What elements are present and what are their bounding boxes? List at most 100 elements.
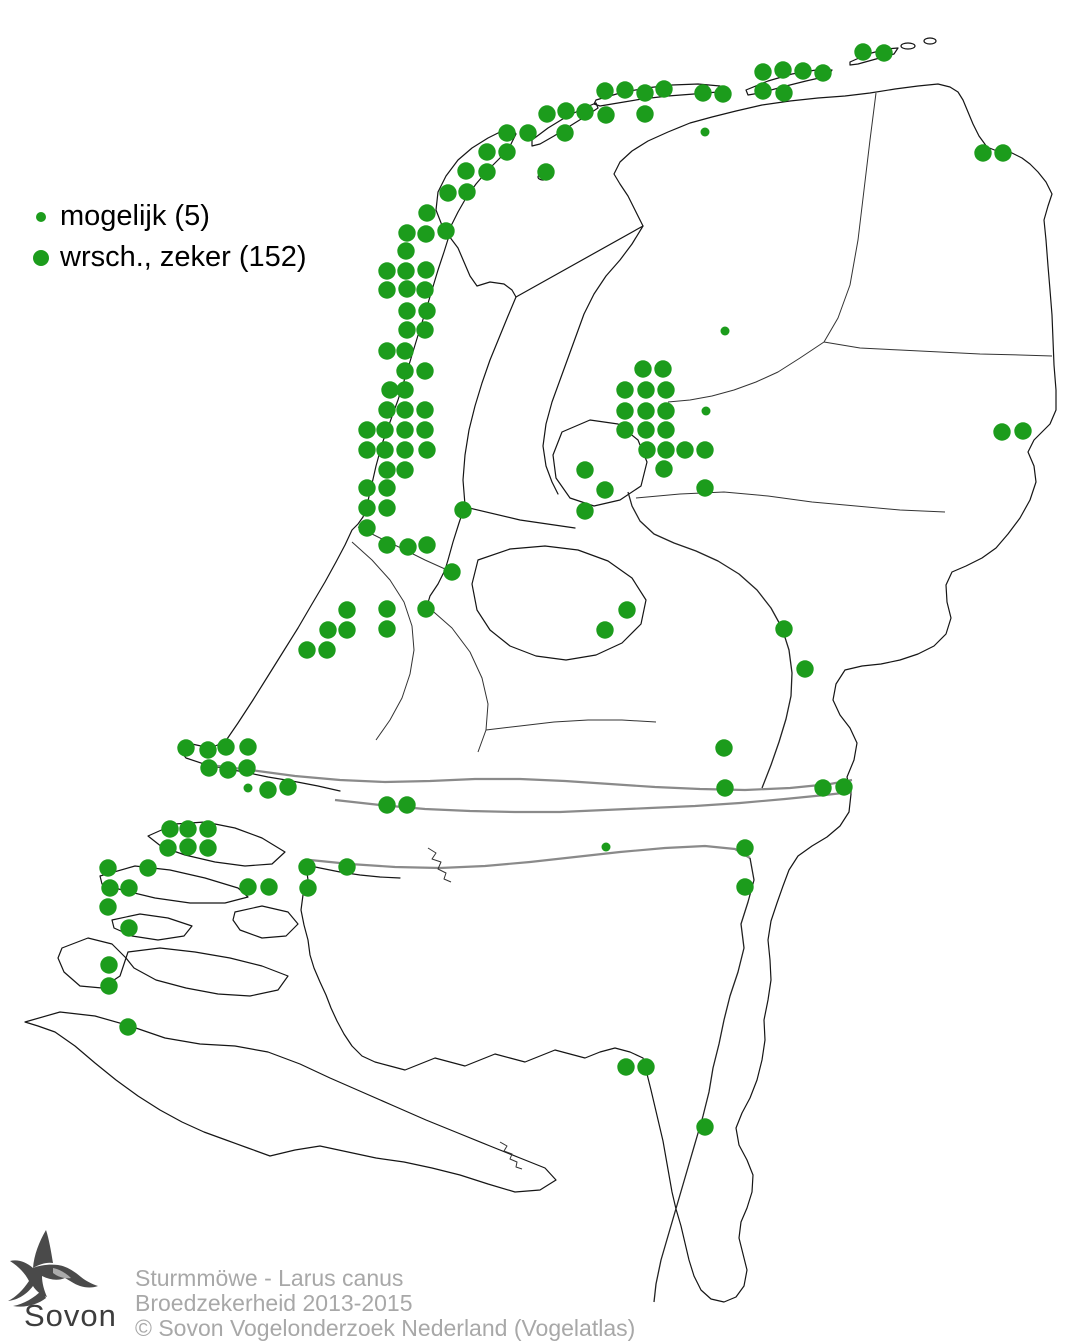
map-dot-large xyxy=(179,838,197,856)
legend-item-mogelijk: mogelijk (5) xyxy=(28,196,307,237)
map-dot-large xyxy=(796,660,814,678)
tholen-island xyxy=(232,905,299,939)
map-dot-large xyxy=(99,898,117,916)
map-dot-large xyxy=(654,360,672,378)
map-dot-large xyxy=(396,421,414,439)
sovon-logo: Sovon xyxy=(8,1230,116,1333)
map-dot-small xyxy=(243,783,253,793)
houtribdijk xyxy=(464,506,576,529)
species-title: Sturmmöwe - Larus canus xyxy=(135,1265,404,1291)
map-dot-large xyxy=(716,779,734,797)
ijssel-river xyxy=(627,491,793,789)
map-dot-large xyxy=(199,839,217,857)
map-dot-large xyxy=(634,360,652,378)
map-dot-large xyxy=(378,796,396,814)
map-dot-large xyxy=(994,144,1012,162)
map-dot-large xyxy=(498,143,516,161)
map-dot-large xyxy=(120,919,138,937)
map-dot-large xyxy=(396,441,414,459)
map-dot-large xyxy=(417,600,435,618)
map-dot-large xyxy=(657,441,675,459)
large-dot-icon xyxy=(33,249,49,266)
map-dot-large xyxy=(398,224,416,242)
map-dot-large xyxy=(556,124,574,142)
map-dot-large xyxy=(439,184,457,202)
goeree-island xyxy=(147,821,286,867)
map-dot-large xyxy=(616,381,634,399)
map-dot-large xyxy=(199,820,217,838)
coastline-path xyxy=(448,235,517,298)
lek-river xyxy=(209,763,853,792)
map-dot-large xyxy=(637,402,655,420)
map-dot-large xyxy=(617,1058,635,1076)
map-dot-large xyxy=(696,441,714,459)
map-dot-large xyxy=(754,82,772,100)
map-dot-large xyxy=(754,63,772,81)
schouwen-island xyxy=(99,865,249,904)
map-dot-large xyxy=(637,1058,655,1076)
map-dot-large xyxy=(378,499,396,517)
map-dot-large xyxy=(396,362,414,380)
map-dot-large xyxy=(398,796,416,814)
zeeuws-vlaanderen xyxy=(24,1011,557,1193)
map-dot-large xyxy=(318,641,336,659)
delta-layer xyxy=(24,821,557,1193)
noord-beveland-island xyxy=(111,913,193,941)
border-path xyxy=(300,239,1057,1303)
coastline-path xyxy=(613,83,1053,241)
province-border xyxy=(823,341,1053,357)
map-dot-large xyxy=(200,759,218,777)
map-dot-large xyxy=(358,499,376,517)
map-dot-large xyxy=(519,124,537,142)
map-dot-large xyxy=(814,779,832,797)
map-dot-large xyxy=(139,859,157,877)
map-dot-large xyxy=(618,601,636,619)
map-dot-large xyxy=(279,778,297,796)
map-dot-large xyxy=(596,621,614,639)
period-subtitle: Broedzekerheid 2013-2015 xyxy=(135,1290,413,1316)
province-border xyxy=(485,719,657,731)
map-dot-large xyxy=(399,538,417,556)
biesbosch-detail xyxy=(427,847,452,883)
map-dot-small xyxy=(700,127,710,137)
map-dot-large xyxy=(696,1118,714,1136)
map-dot-large xyxy=(219,761,237,779)
map-dot-large xyxy=(217,738,235,756)
map-dot-large xyxy=(381,381,399,399)
noordoostpolder xyxy=(552,419,648,507)
legend-dot-box xyxy=(28,249,54,266)
map-dot-large xyxy=(416,281,434,299)
map-dot-large xyxy=(557,102,575,120)
coastline-layer xyxy=(177,83,1057,1303)
map-dot-large xyxy=(736,839,754,857)
map-dot-large xyxy=(418,302,436,320)
map-dot-large xyxy=(835,778,853,796)
map-dot-large xyxy=(794,62,812,80)
coastline-path xyxy=(426,296,517,607)
rivers-layer xyxy=(209,491,853,1303)
map-dot-large xyxy=(714,85,732,103)
map-dot-large xyxy=(378,342,396,360)
map-dot-large xyxy=(358,421,376,439)
map-dot-large xyxy=(537,163,555,181)
map-dot-large xyxy=(358,479,376,497)
map-dot-large xyxy=(736,878,754,896)
map-dot-large xyxy=(298,641,316,659)
map-dot-large xyxy=(397,242,415,260)
map-dot-large xyxy=(443,563,461,581)
map-dot-large xyxy=(396,401,414,419)
afsluitdijk-path xyxy=(515,225,644,298)
texel-island xyxy=(435,127,517,231)
map-dot-large xyxy=(417,261,435,279)
map-dot-large xyxy=(376,441,394,459)
map-dot-large xyxy=(398,302,416,320)
map-dot-large xyxy=(478,143,496,161)
map-dot-large xyxy=(378,620,396,638)
map-dot-large xyxy=(616,402,634,420)
legend-label-mogelijk: mogelijk (5) xyxy=(60,200,210,232)
map-dot-large xyxy=(119,1018,137,1036)
zuid-beveland-island xyxy=(125,947,289,997)
map-dot-large xyxy=(636,84,654,102)
map-dot-large xyxy=(715,739,733,757)
